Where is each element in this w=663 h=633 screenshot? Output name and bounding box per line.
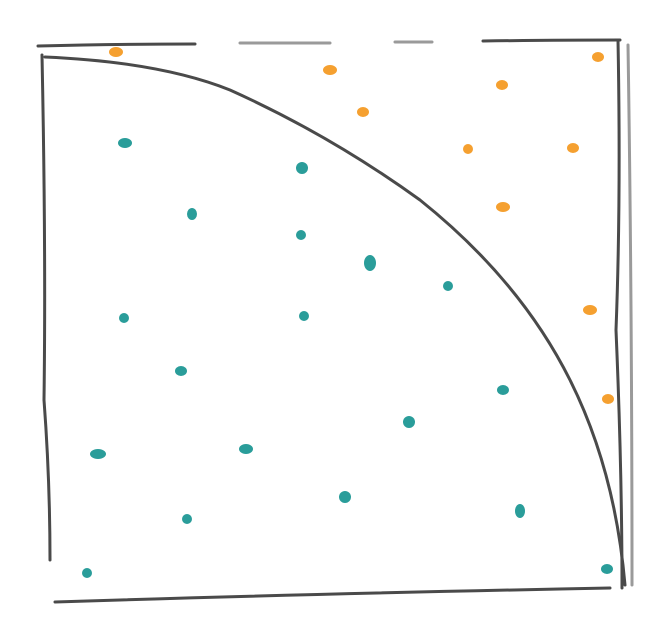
point-outside [496, 80, 508, 90]
point-outside [496, 202, 510, 212]
point-inside [339, 491, 351, 503]
bottom-edge [53, 586, 612, 604]
top-edge [36, 42, 197, 48]
point-inside [443, 281, 453, 291]
point-outside [567, 143, 579, 153]
point-inside [175, 366, 187, 376]
quarter-circle [43, 55, 627, 587]
point-outside [463, 144, 473, 154]
right-edge-sketch [626, 43, 634, 587]
point-inside [187, 208, 197, 220]
point-outside [109, 47, 123, 57]
point-outside [357, 107, 369, 117]
outside-points [109, 47, 614, 404]
left-edge [40, 53, 52, 562]
point-outside [583, 305, 597, 315]
point-outside [323, 65, 337, 75]
point-inside [90, 449, 106, 459]
point-inside [403, 416, 415, 428]
point-outside [592, 52, 604, 62]
point-inside [515, 504, 525, 518]
point-inside [601, 564, 613, 574]
point-inside [239, 444, 253, 454]
point-inside [497, 385, 509, 395]
point-outside [602, 394, 614, 404]
point-inside [296, 162, 308, 174]
point-inside [299, 311, 309, 321]
right-edge [614, 38, 624, 590]
inside-points [82, 138, 613, 578]
square-outline [36, 38, 634, 604]
point-inside [118, 138, 132, 148]
point-inside [82, 568, 92, 578]
point-inside [182, 514, 192, 524]
point-inside [119, 313, 129, 323]
top-edge [481, 38, 622, 43]
point-inside [364, 255, 376, 271]
point-inside [296, 230, 306, 240]
